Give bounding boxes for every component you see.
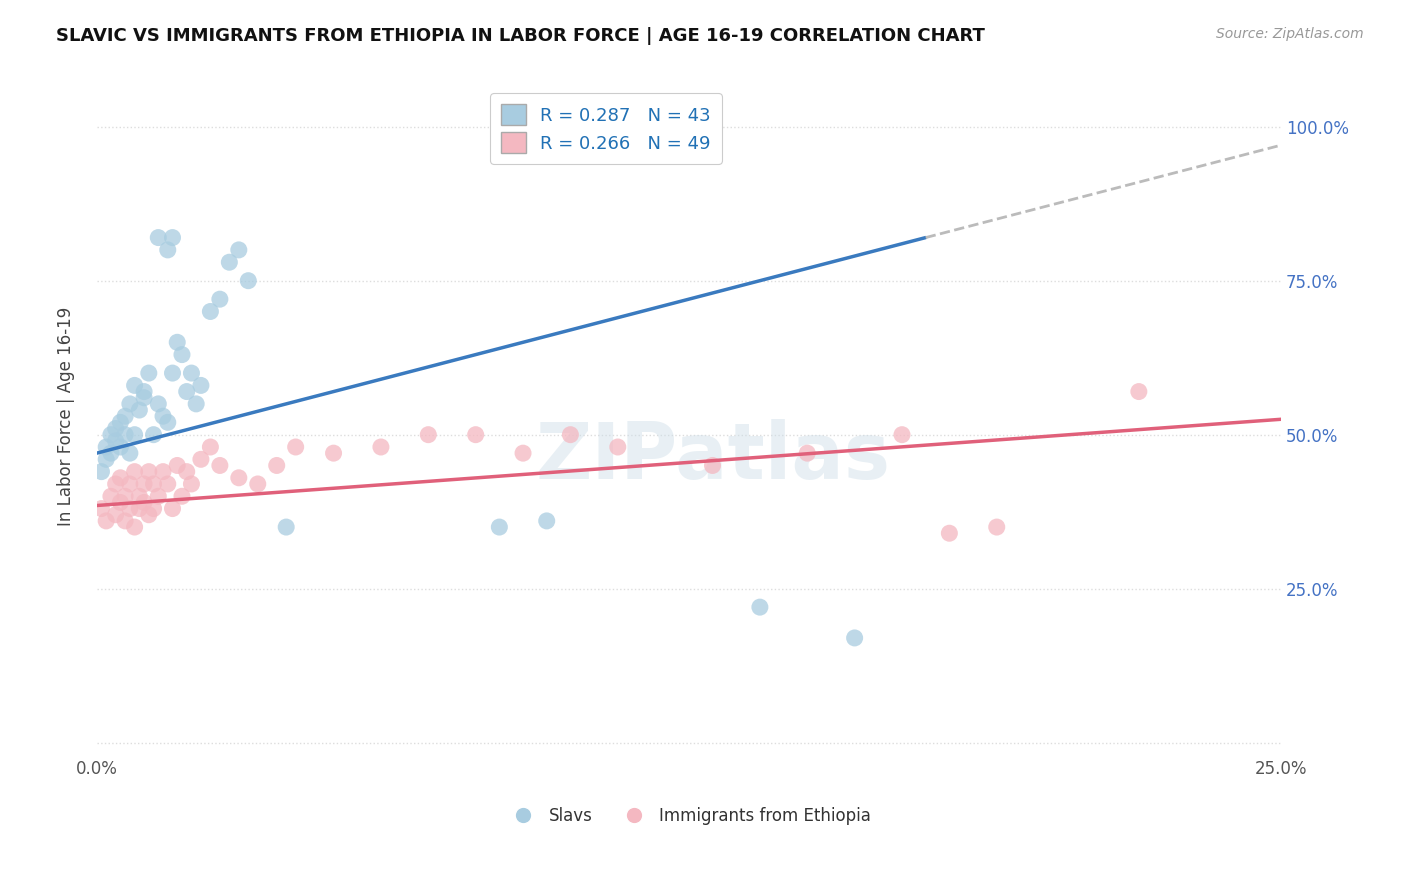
Text: Source: ZipAtlas.com: Source: ZipAtlas.com <box>1216 27 1364 41</box>
Point <box>166 458 188 473</box>
Point <box>488 520 510 534</box>
Point <box>118 446 141 460</box>
Point <box>90 501 112 516</box>
Point <box>142 427 165 442</box>
Point <box>938 526 960 541</box>
Point <box>322 446 344 460</box>
Point <box>844 631 866 645</box>
Point <box>218 255 240 269</box>
Point <box>138 465 160 479</box>
Point <box>606 440 628 454</box>
Point <box>266 458 288 473</box>
Point <box>128 403 150 417</box>
Point <box>156 243 179 257</box>
Point <box>148 489 170 503</box>
Point <box>284 440 307 454</box>
Point <box>114 409 136 424</box>
Point <box>128 501 150 516</box>
Point <box>148 230 170 244</box>
Point <box>208 292 231 306</box>
Point <box>180 366 202 380</box>
Point <box>110 495 132 509</box>
Point <box>96 440 118 454</box>
Point <box>370 440 392 454</box>
Point <box>200 440 222 454</box>
Point <box>100 489 122 503</box>
Point <box>142 477 165 491</box>
Point <box>104 508 127 522</box>
Point <box>104 434 127 448</box>
Point <box>152 409 174 424</box>
Point <box>142 501 165 516</box>
Point <box>104 421 127 435</box>
Point <box>170 489 193 503</box>
Text: ZIPatlas: ZIPatlas <box>536 419 890 495</box>
Point <box>132 495 155 509</box>
Point <box>238 274 260 288</box>
Point <box>536 514 558 528</box>
Point <box>124 520 146 534</box>
Point <box>228 471 250 485</box>
Point <box>118 501 141 516</box>
Point <box>986 520 1008 534</box>
Point <box>104 477 127 491</box>
Point <box>100 427 122 442</box>
Point <box>114 489 136 503</box>
Point <box>228 243 250 257</box>
Point <box>180 477 202 491</box>
Point <box>138 508 160 522</box>
Point <box>200 304 222 318</box>
Point <box>891 427 914 442</box>
Point <box>110 471 132 485</box>
Point <box>132 477 155 491</box>
Point <box>132 391 155 405</box>
Point <box>162 501 184 516</box>
Point <box>118 477 141 491</box>
Point <box>124 465 146 479</box>
Point <box>190 378 212 392</box>
Point <box>90 465 112 479</box>
Point <box>246 477 269 491</box>
Point <box>162 366 184 380</box>
Point <box>162 230 184 244</box>
Point <box>156 415 179 429</box>
Point <box>118 397 141 411</box>
Point <box>166 335 188 350</box>
Point <box>124 427 146 442</box>
Point <box>170 348 193 362</box>
Point <box>110 440 132 454</box>
Point <box>208 458 231 473</box>
Point <box>748 600 770 615</box>
Point <box>276 520 298 534</box>
Point <box>190 452 212 467</box>
Legend: Slavs, Immigrants from Ethiopia: Slavs, Immigrants from Ethiopia <box>501 800 877 832</box>
Point <box>114 514 136 528</box>
Point <box>156 477 179 491</box>
Point <box>176 384 198 399</box>
Point <box>124 378 146 392</box>
Point <box>132 384 155 399</box>
Point <box>464 427 486 442</box>
Y-axis label: In Labor Force | Age 16-19: In Labor Force | Age 16-19 <box>58 307 75 525</box>
Point <box>100 446 122 460</box>
Point <box>152 465 174 479</box>
Point <box>186 397 208 411</box>
Point <box>702 458 724 473</box>
Point <box>128 489 150 503</box>
Point <box>1128 384 1150 399</box>
Point <box>176 465 198 479</box>
Point <box>96 452 118 467</box>
Point <box>138 366 160 380</box>
Point <box>114 427 136 442</box>
Point <box>418 427 440 442</box>
Point <box>96 514 118 528</box>
Point <box>148 397 170 411</box>
Text: SLAVIC VS IMMIGRANTS FROM ETHIOPIA IN LABOR FORCE | AGE 16-19 CORRELATION CHART: SLAVIC VS IMMIGRANTS FROM ETHIOPIA IN LA… <box>56 27 986 45</box>
Point <box>110 415 132 429</box>
Point <box>560 427 582 442</box>
Point <box>796 446 818 460</box>
Point <box>512 446 534 460</box>
